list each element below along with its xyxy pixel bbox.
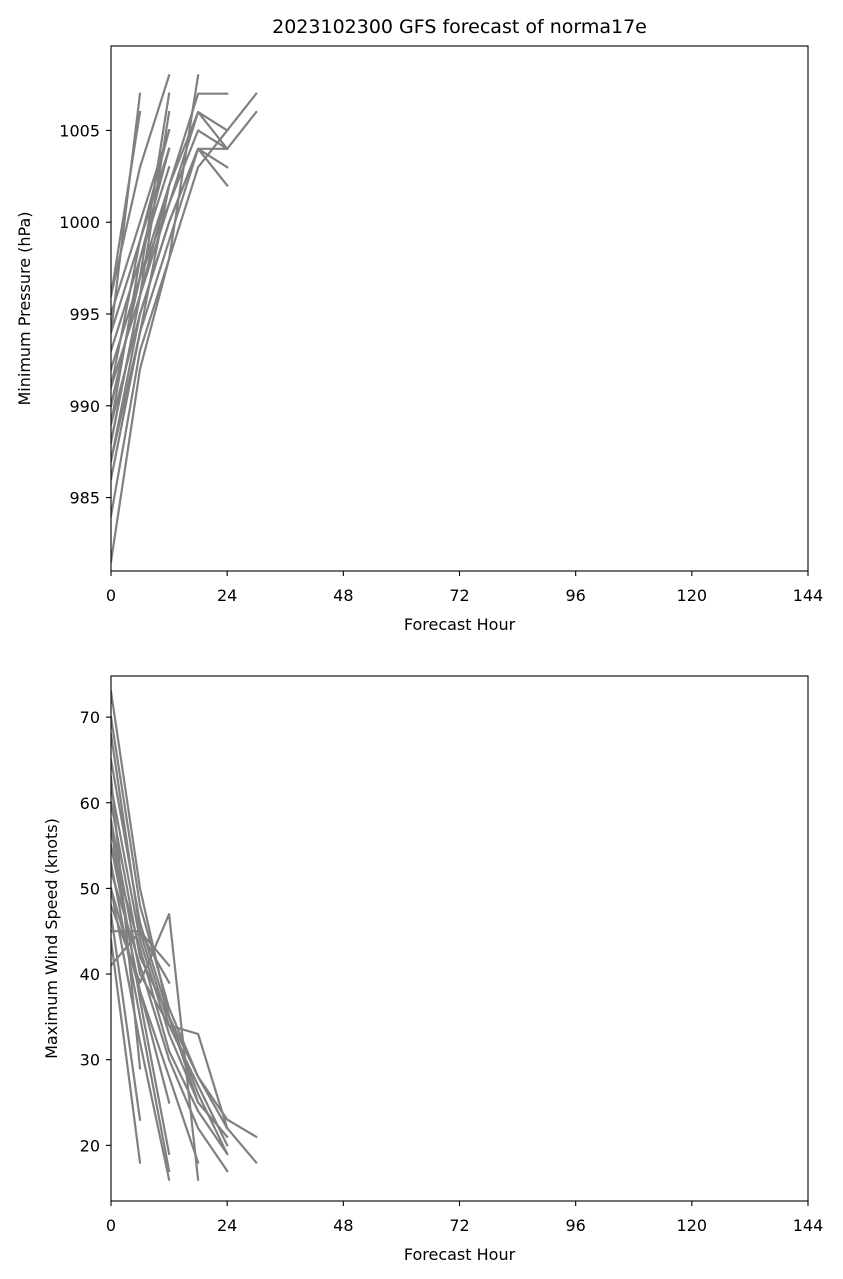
wind-series-line-2 [111, 715, 229, 1130]
pressure-series-line-17 [111, 110, 171, 444]
wind-series-line-20 [111, 775, 142, 1070]
pressure-series-line-8 [111, 92, 258, 389]
wind-x-tick-label: 96 [565, 1216, 585, 1235]
wind-series-line-13 [111, 930, 171, 985]
pressure-y-tick-label: 995 [69, 305, 100, 324]
wind-x-tick-label: 0 [106, 1216, 116, 1235]
wind-series-line-1 [111, 690, 200, 1104]
wind-series-line-15 [111, 827, 171, 1156]
pressure-x-tick-label: 96 [565, 586, 585, 605]
wind-series-line-18 [111, 912, 142, 1121]
wind-series-line-17 [111, 887, 171, 1181]
pressure-chart: 0 24 48 72 96 120 144 985 990 995 1000 1005 Forecast… [15, 45, 824, 634]
wind-series-line-19 [111, 938, 142, 1164]
figure-title: 2023102300 GFS forecast of norma17e [272, 16, 647, 38]
pressure-axes-frame [110, 45, 809, 572]
pressure-series-line-14 [111, 92, 142, 334]
wind-y-tick-label: 50 [80, 879, 100, 898]
pressure-x-tick-label: 24 [217, 586, 237, 605]
wind-x-axis-label: Forecast Hour [404, 1245, 516, 1264]
wind-y-axis-label: Maximum Wind Speed (knots) [42, 818, 61, 1059]
wind-y-tick-label: 40 [80, 965, 100, 984]
wind-y-tick-label: 20 [80, 1136, 100, 1155]
wind-y-tick-label: 60 [80, 794, 100, 813]
wind-x-tick-label: 48 [333, 1216, 353, 1235]
pressure-x-axis-label: Forecast Hour [404, 615, 516, 634]
wind-x-tick-label: 120 [677, 1216, 708, 1235]
wind-y-tick-label: 30 [80, 1051, 100, 1070]
wind-series-line-9 [111, 869, 229, 1173]
wind-speed-chart: 0 24 48 72 96 120 144 20 30 40 50 60 70 Forecast Hour… [42, 675, 824, 1264]
pressure-y-tick-label: 990 [69, 397, 100, 416]
wind-series-line-16 [111, 861, 171, 1173]
pressure-x-tick-label: 48 [333, 586, 353, 605]
wind-y-tick-label: 70 [80, 708, 100, 727]
pressure-x-tick-label: 0 [106, 586, 116, 605]
wind-x-tick-label: 72 [449, 1216, 469, 1235]
wind-x-tick-label: 24 [217, 1216, 237, 1235]
pressure-x-tick-label: 120 [677, 586, 708, 605]
wind-series-line-8 [111, 844, 229, 1156]
pressure-x-tick-label: 72 [449, 586, 469, 605]
pressure-series-line-6 [111, 147, 229, 426]
pressure-series-line-15 [111, 110, 142, 297]
pressure-y-axis-label: Minimum Pressure (hPa) [15, 212, 34, 406]
pressure-y-tick-label: 1000 [59, 213, 100, 232]
pressure-series-line-3 [111, 147, 229, 481]
pressure-series-line-20 [111, 184, 171, 463]
pressure-y-tick-label: 1005 [59, 121, 100, 140]
pressure-x-tick-label: 144 [793, 586, 824, 605]
pressure-series-line-19 [111, 129, 171, 389]
pressure-y-tick-label: 985 [69, 489, 100, 508]
wind-series-line-14 [111, 844, 171, 1104]
wind-series-line-5 [111, 784, 229, 1139]
wind-series-line-3 [111, 732, 229, 1147]
wind-x-tick-label: 144 [793, 1216, 824, 1235]
pressure-series-line-18 [111, 147, 171, 426]
